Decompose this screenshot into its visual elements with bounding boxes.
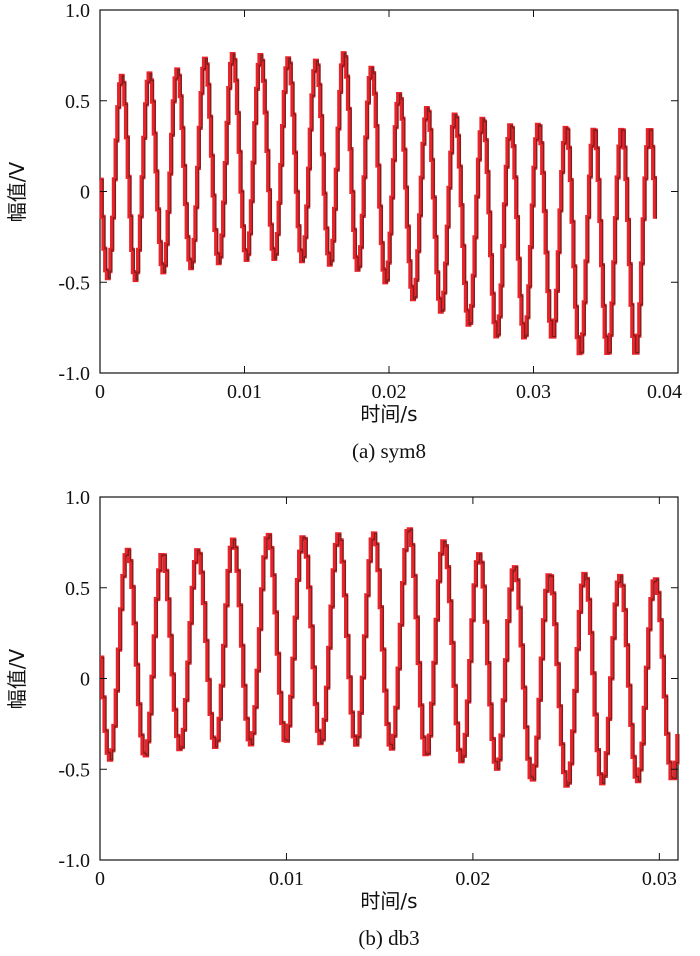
y-axis-label-a: 幅值/V (5, 161, 29, 222)
panel-a: 1.00.50-0.5-1.00 0.01 0.02 0.03 0.04 幅值/V 时间… (5, 0, 682, 463)
x-tick-label-a: 0 (95, 381, 105, 403)
caption-b: (b) db3 (358, 926, 419, 950)
caption-a: (a) sym8 (352, 439, 426, 463)
y-tick-label-b: 0.5 (65, 578, 90, 600)
x-tick-label-b: 0.02 (455, 868, 490, 890)
y-tick-label-b: 0 (80, 669, 90, 691)
x-axis-label-b: 时间/s (360, 889, 417, 913)
x-tick-label-b: 0.03 (642, 868, 677, 890)
y-tick-label-a: 0 (80, 182, 90, 204)
x-tick-label-b: 0 (95, 868, 105, 890)
y-tick-label-b: 1.0 (65, 487, 90, 509)
x-tick-label-a: 0.01 (227, 381, 262, 403)
y-axis-label-b: 幅值/V (5, 648, 29, 709)
panel-b: 1.00.50-0.5-1.00 0.01 0.02 0.03 幅值/V 时间/s (… (5, 487, 680, 950)
signal-line-dark-b (101, 528, 680, 787)
y-tick-label-a: 0.5 (65, 91, 90, 113)
y-tick-label-a: -1.0 (58, 363, 90, 385)
y-tick-label-b: -0.5 (58, 759, 90, 781)
x-axis-label-a: 时间/s (360, 402, 417, 426)
x-tick-label-a: 0.03 (516, 381, 551, 403)
y-tick-label-a: 1.0 (65, 0, 90, 22)
y-tick-label-b: -1.0 (58, 850, 90, 872)
x-tick-label-a: 0.02 (372, 381, 407, 403)
x-tick-label-b: 0.01 (269, 868, 304, 890)
signal-line-dark-a (101, 52, 658, 354)
x-tick-label-a: 0.04 (647, 381, 682, 403)
y-tick-label-a: -0.5 (58, 272, 90, 294)
signal-line-b (100, 527, 680, 788)
